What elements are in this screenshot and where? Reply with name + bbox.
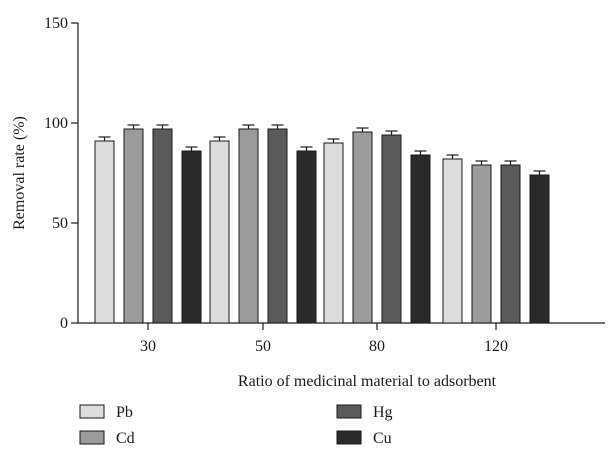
bar-cu-120 — [529, 174, 550, 324]
bar-hg-120 — [500, 164, 521, 324]
legend-label-hg: Hg — [373, 404, 393, 421]
bar-pb-120 — [442, 158, 463, 324]
bar-pb-80 — [323, 142, 344, 324]
y-tick-label: 0 — [60, 315, 68, 332]
legend-label-cu: Cu — [373, 430, 392, 447]
bar-hg-50 — [267, 128, 288, 324]
x-tick-label: 30 — [140, 338, 156, 355]
legend-label-pb: Pb — [116, 404, 133, 421]
bar-cu-80 — [410, 154, 431, 324]
legend-swatch-cd — [79, 430, 105, 445]
x-axis: 30 50 80 120 — [78, 322, 605, 355]
y-axis: 0 50 100 150 — [44, 15, 79, 332]
bars — [94, 124, 550, 324]
bar-cd-80 — [352, 131, 373, 324]
y-tick-label: 150 — [44, 15, 68, 32]
bar-hg-30 — [152, 128, 173, 324]
x-tick-label: 50 — [255, 338, 271, 355]
x-axis-title: Ratio of medicinal material to adsorbent — [238, 373, 497, 390]
legend-swatch-hg — [336, 404, 362, 419]
bar-pb-30 — [94, 140, 115, 324]
x-tick-label: 120 — [484, 338, 508, 355]
bar-cd-30 — [123, 128, 144, 324]
x-tick-label: 80 — [369, 338, 385, 355]
bar-cd-120 — [471, 164, 492, 324]
bar-cd-50 — [238, 128, 259, 324]
bar-cu-50 — [296, 150, 317, 324]
legend-label-cd: Cd — [116, 430, 135, 447]
bar-cu-30 — [181, 150, 202, 324]
y-axis-title: Removal rate (%) — [11, 116, 28, 230]
y-tick-label: 50 — [52, 215, 68, 232]
y-tick-label: 100 — [44, 115, 68, 132]
legend: Pb Cd Hg Cu — [79, 404, 393, 447]
bar-hg-80 — [381, 134, 402, 324]
bar-pb-50 — [209, 140, 230, 324]
legend-swatch-cu — [336, 430, 362, 445]
legend-swatch-pb — [79, 404, 105, 419]
